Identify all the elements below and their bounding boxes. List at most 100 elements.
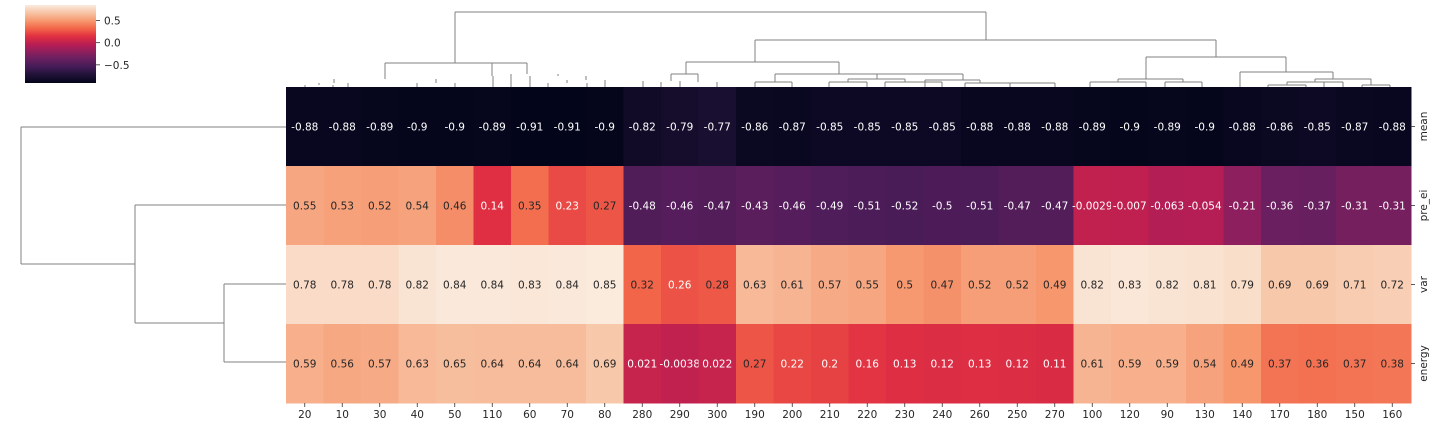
cell-annotation: 0.26 [668,280,692,292]
cell-annotation: -0.85 [929,122,956,134]
heatmap-cell [998,324,1037,404]
heatmap-cell [923,87,962,167]
heatmap-cell [661,87,699,167]
cell-annotation: -0.85 [891,122,918,134]
cell-annotation: -0.0038 [659,359,700,371]
cell-annotation: -0.31 [1341,201,1368,213]
cell-annotation: -0.46 [779,201,806,213]
cell-annotation: 0.59 [1118,359,1141,371]
cell-annotation: 0.55 [293,201,316,213]
heatmap-cell [848,166,887,246]
heatmap-cell [1298,324,1337,404]
cell-annotation: 0.61 [1081,359,1104,371]
cell-annotation: 0.49 [1043,280,1066,292]
heatmap-cell [661,166,699,246]
x-tick-labels: 20 10 30 40 50 110 60 70 80 280 290 300 190 200 210 220… [298,403,1402,421]
cell-annotation: 0.69 [1268,280,1291,292]
heatmap-cell [1261,245,1299,325]
cell-annotation: -0.47 [704,201,731,213]
cell-annotation: 0.12 [931,359,954,371]
heatmap-cell [473,166,512,246]
x-tick-label: 220 [857,409,877,421]
heatmap-cell [623,166,662,246]
cell-annotation: 0.27 [593,201,616,213]
cell-annotation: 0.13 [968,359,991,371]
heatmap-cell [1036,245,1074,325]
heatmap-cell [1298,87,1337,167]
cell-annotation: -0.21 [1229,201,1256,213]
cell-annotation: -0.85 [816,122,843,134]
heatmap-cell [886,245,924,325]
cell-annotation: 0.13 [893,359,916,371]
heatmap-cell [923,324,962,404]
heatmap-cell [1148,245,1187,325]
cell-annotation: -0.063 [1150,201,1184,213]
x-tick-label: 150 [1345,409,1365,421]
cell-annotation: 0.56 [331,359,355,371]
heatmap-cell [398,87,437,167]
heatmap-cell [1111,166,1149,246]
heatmap-cell [473,87,512,167]
heatmap-cell [1148,166,1187,246]
heatmap-cell [511,166,549,246]
heatmap-cell [548,166,587,246]
cell-annotation: 0.35 [518,201,541,213]
cell-annotation: -0.88 [1229,122,1256,134]
cell-annotation: -0.5 [932,201,953,213]
cell-annotation: 0.64 [481,359,505,371]
cell-annotation: 0.64 [518,359,542,371]
heatmap-cell [436,87,474,167]
heatmap-cell [886,87,924,167]
heatmap-cell [361,166,399,246]
heatmap-cell [361,324,399,404]
x-tick-label: 300 [707,409,727,421]
heatmap-cell [1036,87,1074,167]
x-tick-label: 230 [895,409,915,421]
cell-annotation: -0.88 [966,122,993,134]
cell-annotation: -0.37 [1304,201,1331,213]
y-tick-label: energy [1418,345,1430,382]
heatmap-cell [361,245,399,325]
heatmap-cell [773,245,812,325]
cell-annotation: -0.36 [1266,201,1293,213]
heatmap-cell [1111,87,1149,167]
heatmap-cell [436,245,474,325]
cell-annotation: 0.82 [406,280,429,292]
cell-annotation: 0.59 [293,359,316,371]
heatmap-cell [1261,324,1299,404]
heatmap-cell [1186,166,1224,246]
x-tick-label: 20 [298,409,311,421]
cell-annotation: -0.89 [1079,122,1106,134]
cell-annotation: -0.89 [366,122,393,134]
cell-annotation: -0.054 [1188,201,1222,213]
heatmap-cell [961,87,999,167]
heatmap-cell [1261,87,1299,167]
cell-annotation: 0.12 [1006,359,1029,371]
heatmap-cell [398,166,437,246]
heatmap-cell [1036,324,1074,404]
cell-annotation: 0.71 [1343,280,1366,292]
cell-annotation: -0.47 [1041,201,1068,213]
cell-annotation: -0.89 [479,122,506,134]
heatmap-cell [886,324,924,404]
heatmap-cell [1111,245,1149,325]
cell-annotation: -0.86 [741,122,768,134]
heatmap-cell [623,87,662,167]
x-tick-label: 180 [1307,409,1327,421]
heatmap-cell [323,87,362,167]
cell-annotation: 0.52 [1006,280,1029,292]
cell-annotation: -0.47 [1004,201,1031,213]
heatmap-cell [811,166,849,246]
cell-annotation: -0.31 [1379,201,1406,213]
cell-annotation: 0.55 [856,280,879,292]
cell-annotation: 0.37 [1343,359,1366,371]
heatmap-cell [623,245,662,325]
heatmap-cell [286,166,324,246]
cell-annotation: -0.89 [1154,122,1181,134]
cell-annotation: 0.83 [1118,280,1141,292]
cell-annotation: -0.51 [966,201,993,213]
heatmap-cell [773,166,812,246]
cell-annotation: -0.46 [666,201,693,213]
heatmap-cell [436,324,474,404]
cell-annotation: -0.007 [1113,201,1147,213]
